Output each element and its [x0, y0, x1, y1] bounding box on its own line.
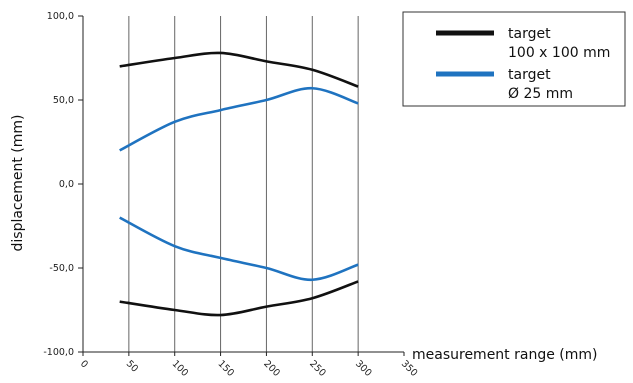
y-tick-label: 0,0 — [59, 179, 74, 190]
series-line-2 — [119, 86, 359, 152]
x-tick-label: 200 — [261, 358, 282, 379]
x-tick-label: 0 — [78, 358, 90, 370]
y-tick-label: -100,0 — [43, 347, 74, 358]
x-tick-label: 300 — [353, 358, 374, 379]
x-tick-label: 50 — [124, 358, 140, 374]
legend-label: Ø 25 mm — [508, 86, 573, 102]
series-line-3 — [119, 216, 359, 282]
x-axis-label: measurement range (mm) — [412, 347, 597, 363]
x-tick-label: 100 — [170, 358, 191, 379]
y-axis-label: displacement (mm) — [10, 115, 26, 252]
legend-label: target — [508, 26, 551, 42]
legend-label: target — [508, 67, 551, 83]
series-layer — [119, 51, 359, 317]
legend: target 100 x 100 mm target Ø 25 mm — [402, 11, 626, 107]
y-tick-label: -50,0 — [49, 263, 74, 274]
x-tick-label: 250 — [307, 358, 328, 379]
axis-layer: 100,0 50,0 0,0 -50,0 -100,0 0 50 100 150 200 250 30… — [43, 11, 419, 379]
x-tick-label: 150 — [215, 358, 236, 379]
series-line-1 — [119, 280, 359, 317]
y-tick-label: 100,0 — [47, 11, 74, 22]
legend-label: 100 x 100 mm — [508, 45, 610, 61]
series-line-0 — [119, 51, 359, 88]
legend-box — [402, 11, 626, 107]
grid-layer — [128, 16, 359, 352]
y-tick-label: 50,0 — [53, 95, 74, 106]
